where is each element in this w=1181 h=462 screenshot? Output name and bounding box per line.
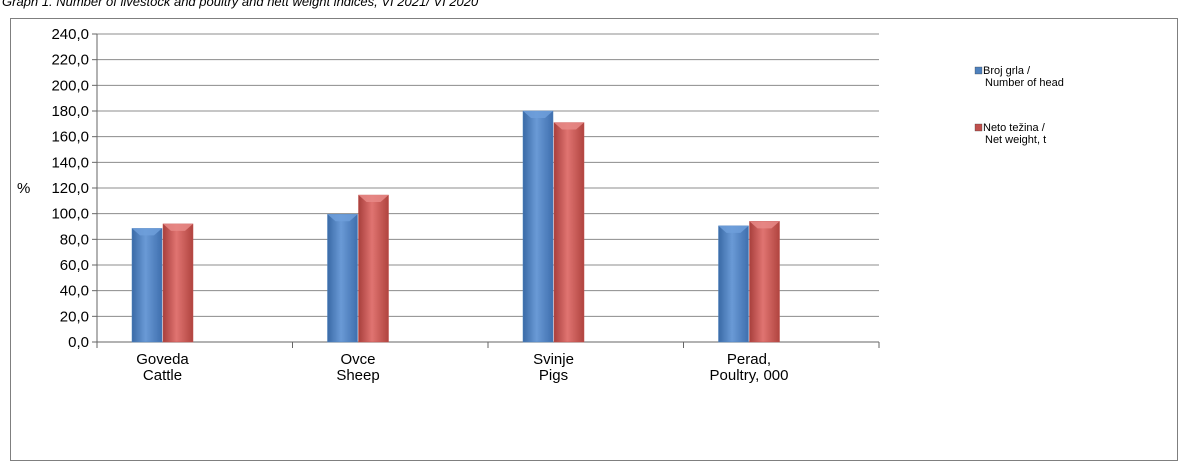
- bar-number-of-head-cattle: [131, 228, 163, 343]
- labels: 0,0 20,0 40,0 60,0 80,0 100,0 120,0 140,0 160,0 1…: [17, 26, 788, 384]
- y-tick-label: 200,0: [51, 77, 89, 94]
- category-label: Perad,: [727, 351, 771, 368]
- y-tick-label: 40,0: [60, 283, 89, 300]
- bar-net-weight-t-cattle: [162, 223, 194, 343]
- category-label: Poultry, 000: [710, 367, 789, 384]
- legend-swatch: [974, 123, 983, 132]
- bar-cap: [554, 122, 584, 130]
- bar-cap: [163, 223, 193, 231]
- y-tick-label: 60,0: [60, 257, 89, 274]
- legend-label: Broj grla /: [983, 65, 1031, 77]
- bar-net-weight-t-poultry-000: [749, 221, 780, 343]
- y-tick-label: 160,0: [51, 129, 89, 146]
- y-tick-label: 80,0: [60, 231, 89, 248]
- bar-cap: [523, 111, 553, 118]
- chart-caption: Graph 1. Number of livestock and poultry…: [2, 0, 479, 9]
- chart-area: 0,0 20,0 40,0 60,0 80,0 100,0 120,0 140,0 160,0 1…: [10, 18, 1178, 461]
- bar-cap: [132, 228, 162, 236]
- bar-number-of-head-sheep: [327, 214, 358, 343]
- bar-net-weight-t-pigs: [553, 122, 585, 343]
- bar-number-of-head-pigs: [522, 110, 554, 343]
- bar-number-of-head-poultry-000: [718, 225, 749, 343]
- category-label: Pigs: [539, 367, 568, 384]
- bar-cap: [327, 214, 358, 222]
- category-label: Sheep: [336, 367, 379, 384]
- bar-cap: [749, 221, 780, 229]
- category-label: Goveda: [136, 351, 189, 368]
- y-tick-label: 20,0: [60, 308, 89, 325]
- y-tick-label: 140,0: [51, 154, 89, 171]
- y-tick-label: 120,0: [51, 180, 89, 197]
- bar-chart: 0,0 20,0 40,0 60,0 80,0 100,0 120,0 140,0 160,0 1…: [17, 26, 1064, 384]
- y-tick-label: 100,0: [51, 206, 89, 223]
- legend-label: Net weight, t: [985, 134, 1046, 146]
- y-tick-label: 240,0: [51, 26, 89, 43]
- legend-swatch: [974, 66, 983, 75]
- y-tick-label: 220,0: [51, 52, 89, 69]
- bars: [131, 110, 780, 343]
- legend: Broj grla /Number of head Neto težina /Ne…: [974, 65, 1064, 146]
- bar-net-weight-t-sheep: [358, 194, 389, 343]
- bar-cap: [358, 195, 389, 203]
- y-tick-label: 180,0: [51, 103, 89, 120]
- bar-cap: [718, 225, 749, 233]
- gridlines: [97, 33, 879, 317]
- legend-label: Neto težina /: [983, 122, 1046, 134]
- category-label: Cattle: [143, 367, 182, 384]
- category-label: Svinje: [533, 351, 574, 368]
- legend-label: Number of head: [985, 77, 1064, 89]
- category-label: Ovce: [340, 351, 375, 368]
- y-tick-label: 0,0: [68, 334, 89, 351]
- y-axis-label: %: [17, 180, 30, 197]
